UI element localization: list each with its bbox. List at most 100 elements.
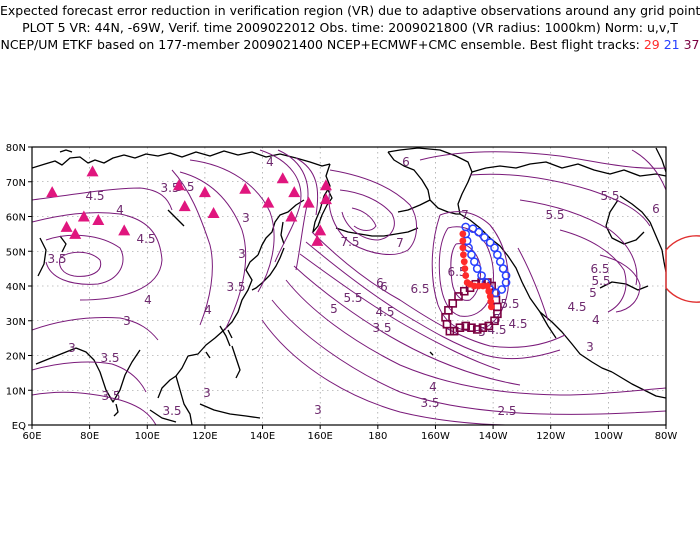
track-21-marker xyxy=(480,233,489,242)
contour-value-label: 3 xyxy=(68,341,76,355)
raob-stations xyxy=(46,165,332,246)
track-21-legend: 21 xyxy=(663,37,680,52)
contour-value-label: 4.5 xyxy=(567,300,586,314)
track-21-marker xyxy=(474,227,484,237)
track-37-legend: 37 xyxy=(683,37,700,52)
track-21-marker xyxy=(498,264,508,273)
line3-prefix: NCEP/UM ETKF based on 177-member 2009021… xyxy=(0,37,640,52)
station-triangle-icon xyxy=(319,179,332,191)
track-37-marker xyxy=(472,325,482,334)
lat-tick-label: EQ xyxy=(12,421,26,432)
track-21-marker xyxy=(470,257,479,267)
lon-tick-label: 80E xyxy=(80,431,99,442)
station-triangle-icon xyxy=(314,224,327,236)
contour-value-label: 4 xyxy=(429,380,437,394)
contour-value-label: 3.5 xyxy=(372,321,391,335)
track-29-legend: 29 xyxy=(643,37,660,52)
contour-value-label: 4 xyxy=(204,303,212,317)
lat-tick-label: 50N xyxy=(6,247,26,258)
track-29-marker xyxy=(461,265,469,273)
contour-value-label: 6 xyxy=(376,276,384,290)
flight-tracks xyxy=(441,222,511,336)
axes: EQ 10N 20N 30N 40N 50N 60N 70N 80N 60E 80E 100E 120E… xyxy=(6,143,678,442)
lat-tick-label: 80N xyxy=(6,143,26,154)
lon-tick-label: 80W xyxy=(655,431,678,442)
track-21-marker xyxy=(495,257,505,267)
track-21-marker xyxy=(472,264,482,273)
track-37-marker xyxy=(454,292,463,301)
track-37-marker xyxy=(461,321,471,331)
lat-tick-label: 30N xyxy=(6,317,26,328)
contour-value-label: 4.5 xyxy=(136,232,155,246)
contour-value-label: 6.5 xyxy=(590,262,609,276)
track-37-marker xyxy=(490,316,499,326)
contour-value-label: 5 xyxy=(330,302,338,316)
track-37-marker xyxy=(448,299,458,308)
track-29-marker xyxy=(487,298,495,306)
track-29-marker xyxy=(459,237,467,245)
chart-title-line-1: Expected forecast error reduction in ver… xyxy=(0,3,700,18)
track-29-marker xyxy=(485,287,493,295)
contour-value-label: 5.5 xyxy=(500,297,519,311)
track-29-marker xyxy=(486,293,494,300)
track-37-marker xyxy=(449,326,459,336)
track-37-marker xyxy=(444,306,453,315)
contour-value-label: 3.5 xyxy=(101,389,120,403)
contour-value-label: 4.5 xyxy=(375,305,394,319)
chart-title-line-3: NCEP/UM ETKF based on 177-member 2009021… xyxy=(0,36,700,53)
track-21-marker xyxy=(477,271,486,280)
contour-value-label: 3 xyxy=(123,314,131,328)
contour-value-label: 7 xyxy=(396,236,404,250)
track-29-marker xyxy=(483,282,491,290)
track-29-marker xyxy=(459,244,467,252)
contour-value-label: 5.5 xyxy=(343,291,362,305)
contour-lines xyxy=(32,149,666,425)
contour-value-label: 5 xyxy=(589,286,597,300)
station-triangle-icon xyxy=(118,224,131,236)
station-triangle-icon xyxy=(288,186,301,198)
contour-value-label: 4 xyxy=(144,293,152,307)
contour-value-label: 3 xyxy=(242,211,250,225)
track-21-marker xyxy=(501,278,511,287)
contour-value-label: 5.5 xyxy=(545,208,564,222)
lon-tick-label: 160E xyxy=(307,431,332,442)
contour-value-label: 3 xyxy=(314,403,322,417)
track-37-marker xyxy=(467,323,476,333)
station-triangle-icon xyxy=(198,186,211,198)
lon-tick-label: 100W xyxy=(594,431,623,442)
contour-value-label: 3.5 xyxy=(100,351,119,365)
track-29-marker xyxy=(460,258,468,266)
station-triangle-icon xyxy=(311,234,324,246)
chart-title-line-2: PLOT 5 VR: 44N, -69W, Verif. time 200902… xyxy=(22,20,678,35)
contour-value-label: 4 xyxy=(116,203,124,217)
contour-value-label: 3.5 xyxy=(160,181,179,195)
track-21-marker xyxy=(490,243,499,253)
contour-value-label: 6 xyxy=(380,280,388,294)
verification-region-circle xyxy=(665,235,700,303)
station-triangle-icon xyxy=(69,227,82,239)
station-triangle-icon xyxy=(302,196,315,208)
station-triangle-icon xyxy=(239,182,252,194)
station-triangle-icon xyxy=(77,210,90,222)
lon-tick-label: 180 xyxy=(368,431,387,442)
track-37-marker xyxy=(478,323,488,333)
station-triangle-icon xyxy=(46,186,59,198)
contour-value-label: 3.5 xyxy=(47,252,66,266)
lat-tick-label: 20N xyxy=(6,352,26,363)
track-29-marker xyxy=(462,272,470,279)
track-29-marker xyxy=(460,251,467,259)
contour-value-label: 3.5 xyxy=(226,280,245,294)
contour-value-label: 3 xyxy=(586,340,594,354)
contour-value-label: 4.5 xyxy=(85,189,104,203)
lat-tick-label: 70N xyxy=(6,178,26,189)
contour-value-label: 6.5 xyxy=(410,282,429,296)
contour-value-label: 6 xyxy=(402,155,410,169)
station-triangle-icon xyxy=(60,220,73,232)
contour-value-label: 5.5 xyxy=(591,274,610,288)
contour-value-label: 2.5 xyxy=(497,404,516,418)
track-29-marker xyxy=(487,303,495,311)
station-triangle-icon xyxy=(178,200,191,212)
station-triangle-icon xyxy=(276,172,289,184)
lon-tick-label: 60E xyxy=(22,431,41,442)
